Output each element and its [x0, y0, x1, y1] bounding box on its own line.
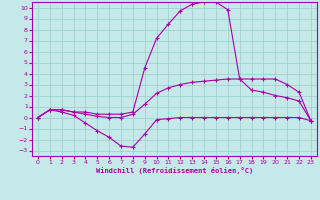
X-axis label: Windchill (Refroidissement éolien,°C): Windchill (Refroidissement éolien,°C) — [96, 167, 253, 174]
